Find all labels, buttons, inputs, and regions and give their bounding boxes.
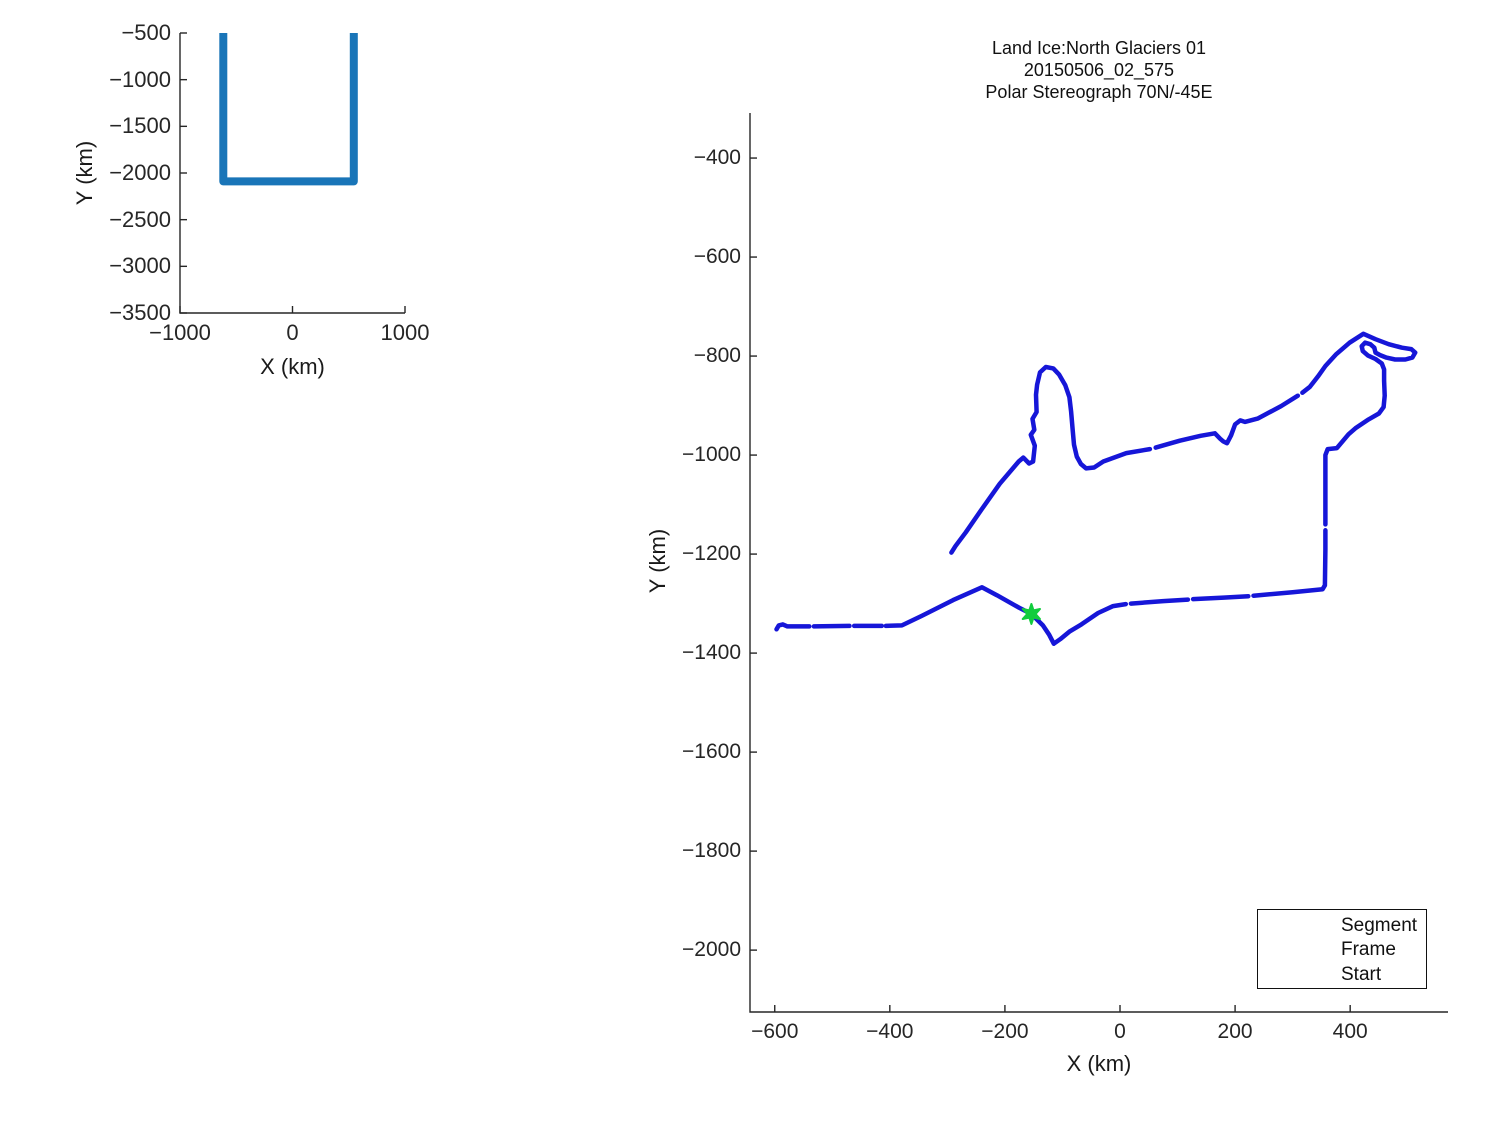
trajectory-segment	[1128, 597, 1191, 606]
start-marker	[1021, 603, 1041, 625]
y-tick-label: −500	[121, 20, 171, 45]
y-tick-label: −1200	[682, 542, 741, 566]
axis-line	[179, 33, 405, 314]
title-line-3: Polar Stereograph 70N/-45E	[985, 82, 1213, 102]
trajectory-segment	[774, 622, 812, 632]
trajectory-segment	[883, 585, 1129, 646]
x-tick-label: 0	[1114, 1020, 1126, 1043]
main-x-axis-label: X (km)	[1066, 1051, 1132, 1076]
legend-box	[1257, 909, 1427, 989]
y-tick-label: −3500	[109, 300, 171, 325]
x-tick-label: −600	[751, 1020, 799, 1043]
legend-label-start: Start	[1341, 964, 1382, 985]
x-tick-label: −400	[866, 1020, 914, 1043]
trajectory-segment	[1190, 593, 1251, 602]
x-tick-label: 400	[1332, 1020, 1368, 1043]
legend-label-segment: Segment	[1341, 915, 1418, 936]
y-tick-label: −2500	[109, 206, 171, 232]
x-tick-label: −200	[981, 1020, 1029, 1043]
x-tick-label: 200	[1217, 1020, 1253, 1043]
main-plot-title: Land Ice:North Glaciers 01 20150506_02_5…	[750, 37, 1448, 103]
trajectory-segment	[811, 623, 852, 629]
y-tick-label: −400	[693, 146, 741, 170]
title-line-2: 20150506_02_575	[1023, 60, 1175, 80]
y-tick-label: −2000	[682, 938, 741, 962]
y-tick-label: −1600	[682, 740, 741, 764]
axis-line	[749, 113, 1448, 1013]
title-line-1: Land Ice:North Glaciers 01	[991, 38, 1207, 58]
x-tick-label: −1000	[149, 320, 211, 345]
y-tick-label: −1400	[682, 641, 741, 665]
y-tick-label: −2000	[109, 160, 171, 185]
trajectory-segment	[219, 33, 358, 186]
y-tick-label: −3000	[109, 253, 171, 279]
x-tick-label: 0	[286, 320, 299, 345]
trajectory-segment	[1251, 528, 1328, 598]
trajectory-segment	[949, 364, 1153, 555]
trajectory-segment	[1300, 331, 1418, 527]
legend-label-frame: Frame	[1341, 939, 1396, 960]
trajectory-segment	[1153, 393, 1301, 450]
y-tick-label: −800	[693, 344, 741, 368]
y-tick-label: −1500	[109, 113, 171, 139]
y-tick-label: −1000	[682, 443, 741, 467]
x-tick-label: 1000	[380, 320, 430, 345]
overview-x-axis-label: X (km)	[260, 354, 325, 379]
y-tick-label: −1000	[109, 66, 171, 92]
y-tick-label: −1800	[682, 839, 741, 863]
y-tick-label: −600	[693, 245, 741, 269]
